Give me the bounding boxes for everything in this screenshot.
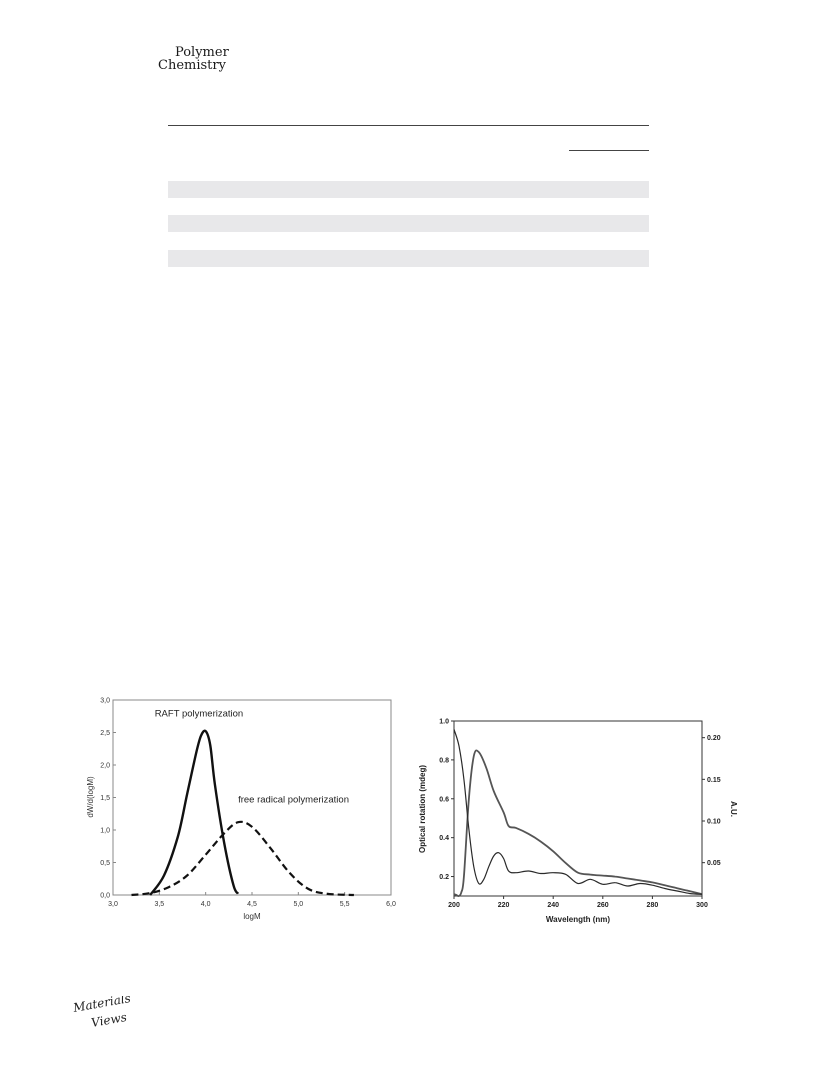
x-tick-label: 220 bbox=[498, 902, 510, 909]
journal-header: Polymer Chemistry bbox=[158, 46, 229, 72]
y-axis-label: dW/d(logM) bbox=[86, 776, 95, 818]
y-tick-label: 0,5 bbox=[100, 860, 110, 867]
x-tick-label: 300 bbox=[696, 902, 708, 909]
y2-tick-label: 0.15 bbox=[707, 777, 721, 784]
table-row-band bbox=[168, 181, 649, 198]
y-tick-label: 0,0 bbox=[100, 893, 110, 900]
y2-tick-label: 0.10 bbox=[707, 819, 721, 826]
y-tick-label: 0.2 bbox=[439, 874, 449, 881]
series-label-free-radical: free radical polymerization bbox=[238, 795, 349, 806]
y-tick-label: 0.6 bbox=[439, 796, 449, 803]
cd-chart: 0.2 0.4 0.6 0.8 1.0 0.05 0.10 0.15 0.20 200 220 2… bbox=[418, 719, 738, 925]
x-tick-label: 200 bbox=[448, 902, 460, 909]
table-subheader-rule bbox=[569, 150, 649, 151]
x-tick-label: 280 bbox=[647, 902, 659, 909]
x-tick-label: 6,0 bbox=[386, 901, 396, 908]
x-tick-label: 5,0 bbox=[293, 901, 303, 908]
y-axis-label: Optical rotation (mdeg) bbox=[418, 765, 427, 853]
x-tick-label: 3,5 bbox=[154, 901, 164, 908]
gpc-chart: 0,0 0,5 1,0 1,5 2,0 2,5 3,0 3,0 3,5 4,0 4,5 5,0 5,5… bbox=[86, 698, 396, 922]
x-axis-label: logM bbox=[243, 912, 261, 921]
y-tick-label: 1,5 bbox=[100, 795, 110, 802]
x-tick-label: 5,5 bbox=[340, 901, 350, 908]
y-tick-label: 2,0 bbox=[100, 763, 110, 770]
plot-frame bbox=[453, 720, 703, 897]
y2-tick-label: 0.20 bbox=[707, 735, 721, 742]
x-axis-label: Wavelength (nm) bbox=[546, 915, 610, 924]
logo-line2: Views bbox=[90, 1010, 128, 1030]
series-label-raft: RAFT polymerization bbox=[155, 708, 244, 719]
x-tick-label: 4,0 bbox=[201, 901, 211, 908]
journal-name-line1: Polymer bbox=[175, 45, 229, 60]
y-tick-label: 2,5 bbox=[100, 730, 110, 737]
y-tick-label: 0.4 bbox=[439, 835, 449, 842]
optical-rotation-curve bbox=[453, 749, 703, 898]
free-radical-curve bbox=[131, 820, 354, 897]
absorbance-curve bbox=[453, 729, 703, 895]
x-tick-label: 3,0 bbox=[108, 901, 118, 908]
y-tick-label: 1,0 bbox=[100, 828, 110, 835]
table-row-band bbox=[168, 250, 649, 267]
journal-name-line2: Chemistry bbox=[158, 58, 226, 73]
y2-axis-label: A.U. bbox=[729, 801, 738, 817]
x-tick-label: 240 bbox=[547, 902, 559, 909]
materials-views-logo-mark: Materials Views bbox=[71, 991, 132, 1030]
raft-curve bbox=[149, 729, 240, 896]
figure-gpc: 0,0 0,5 1,0 1,5 2,0 2,5 3,0 3,0 3,5 4,0 4,5 5,0 5,5… bbox=[86, 694, 406, 934]
y-tick-label: 1.0 bbox=[439, 719, 449, 726]
x-tick-label: 260 bbox=[597, 902, 609, 909]
y-tick-label: 0.8 bbox=[439, 757, 449, 764]
table-top-rule bbox=[168, 125, 649, 126]
y2-tick-label: 0.05 bbox=[707, 860, 721, 867]
table-row-band bbox=[168, 215, 649, 232]
y-tick-label: 3,0 bbox=[100, 698, 110, 705]
materials-views-logo: Materials Views bbox=[71, 991, 136, 1035]
x-tick-label: 4,5 bbox=[247, 901, 257, 908]
figure-cd-spectrum: 0.2 0.4 0.6 0.8 1.0 0.05 0.10 0.15 0.20 200 220 2… bbox=[418, 712, 750, 932]
